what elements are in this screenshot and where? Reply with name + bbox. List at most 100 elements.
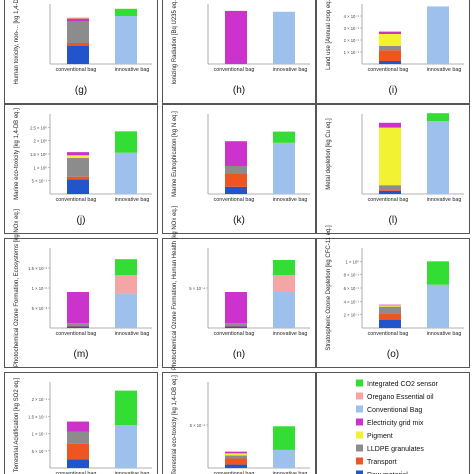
panel-letter: (i) bbox=[389, 85, 398, 96]
y-tick-label: 5 × 10⁻² bbox=[32, 449, 48, 454]
bar-segment-lldpe-granulates bbox=[379, 185, 401, 190]
legend-swatch bbox=[356, 405, 363, 413]
y-axis-label: Photochemical Ozone Formation, Human Hea… bbox=[172, 206, 178, 370]
legend-entry: Integrated CO2 sensor bbox=[367, 381, 438, 388]
legend-entry: Electricity grid mix bbox=[367, 420, 424, 427]
panel-frame bbox=[162, 0, 316, 104]
bar-segment-transport bbox=[379, 50, 401, 61]
category-label: innovative bag bbox=[427, 67, 462, 73]
panel-letter: (o) bbox=[387, 349, 399, 360]
bar-segment-conventional-bag bbox=[115, 16, 137, 64]
bar-segment-transport bbox=[67, 325, 89, 327]
bar-segment-raw-material bbox=[225, 326, 247, 328]
y-tick-label: 1.5 × 10⁻¹ bbox=[28, 414, 47, 419]
y-tick-label: 5 × 10⁻² bbox=[190, 423, 206, 428]
bar-segment-electricity-grid-mix bbox=[225, 292, 247, 324]
bar-segment-oregano-essential-oil bbox=[273, 275, 295, 292]
panel-frame bbox=[162, 104, 316, 234]
y-tick-label: 3 × 10⁻¹ bbox=[344, 26, 360, 31]
bar-segment-electricity-grid-mix bbox=[67, 18, 89, 22]
legend-entry: Raw material bbox=[367, 472, 408, 474]
panel-k: Marine Eutrophication [kg N eq.] conventi… bbox=[162, 104, 316, 234]
y-tick-label: 4 × 10⁻¹ bbox=[344, 299, 360, 304]
panel-p: 5 × 10⁻² 1 × 10⁻¹ 1.5 × 10⁻¹ 2 × 10⁻¹ Terres… bbox=[4, 372, 158, 474]
bar-segment-raw-material bbox=[67, 326, 89, 328]
y-tick-label: 8 × 10⁻¹ bbox=[344, 273, 360, 278]
category-label: conventional bag bbox=[214, 197, 255, 203]
bar-segment-conventional-bag bbox=[115, 293, 137, 328]
panel-n: 5 × 10⁻⁴ Photochemical Ozone Formation, H… bbox=[162, 206, 316, 370]
y-tick-label: 5 × 10⁻⁴ bbox=[189, 286, 205, 291]
y-axis-label: Photochemical Ozone Formation, Ecosystem… bbox=[14, 209, 20, 367]
category-label: conventional bag bbox=[214, 471, 255, 474]
bar-segment-electricity-grid-mix bbox=[379, 304, 401, 306]
legend-swatch bbox=[356, 379, 363, 387]
bar-segment-integrated-co2-sensor bbox=[115, 8, 137, 16]
panel-frame bbox=[4, 238, 158, 368]
legend-swatch bbox=[356, 457, 363, 465]
category-label: innovative bag bbox=[427, 197, 462, 203]
panel-q: 5 × 10⁻² Terrestrial eco-toxicity [kg 1,4… bbox=[162, 372, 316, 474]
panel-frame bbox=[162, 238, 316, 368]
bar-segment-lldpe-granulates bbox=[225, 323, 247, 326]
category-label: conventional bag bbox=[56, 67, 97, 73]
bar-segment-pigment bbox=[379, 127, 401, 186]
bar-segment-lldpe-granulates bbox=[225, 455, 247, 459]
bar-segment-conventional-bag bbox=[273, 11, 295, 65]
legend: Integrated CO2 sensor Oregano Essential o… bbox=[316, 372, 470, 474]
legend-frame bbox=[316, 372, 470, 474]
bar-segment-raw-material bbox=[225, 186, 247, 194]
bar-segment-transport bbox=[225, 174, 247, 187]
y-tick-label: 1.5 × 10⁻² bbox=[28, 266, 47, 271]
panel-frame bbox=[4, 104, 158, 234]
bar-segment-electricity-grid-mix bbox=[225, 451, 247, 454]
y-axis-label: Stratospheric Ozone Depletion [kg CFC-11… bbox=[326, 225, 332, 351]
y-tick-label: 5 × 10⁻³ bbox=[32, 306, 48, 311]
y-tick-label: 2 × 10⁰ bbox=[34, 139, 48, 144]
bar-segment-raw-material bbox=[225, 464, 247, 468]
bar-segment-integrated-co2-sensor bbox=[273, 426, 295, 450]
y-axis-label: Metal depletion [kg Cu eq.] bbox=[326, 118, 332, 190]
panel-letter: (n) bbox=[233, 349, 245, 360]
bar-segment-transport bbox=[67, 43, 89, 46]
category-label: conventional bag bbox=[368, 197, 409, 203]
bar-segment-raw-material bbox=[67, 179, 89, 194]
category-label: innovative bag bbox=[115, 197, 150, 203]
panel-h: Ionizing Radiation [Bq U235 eq. to air] c… bbox=[162, 0, 316, 104]
bar-segment-transport bbox=[379, 189, 401, 191]
y-axis-label: Terrestrial Acidification [kg SO2 eq.] bbox=[14, 377, 20, 472]
legend-entry: Transport bbox=[367, 459, 397, 466]
bar-segment-lldpe-granulates bbox=[67, 21, 89, 43]
y-axis-label: Marine Eutrophication [kg N eq.] bbox=[172, 111, 178, 197]
category-label: conventional bag bbox=[56, 471, 97, 474]
bar-segment-integrated-co2-sensor bbox=[115, 390, 137, 425]
panel-g: Human toxicity, non-... [kg 1,4-DB eq.] c… bbox=[4, 0, 158, 104]
bar-segment-transport bbox=[225, 458, 247, 465]
legend-entry: Pigment bbox=[367, 433, 393, 440]
bar-segment-raw-material bbox=[67, 46, 89, 64]
panel-frame bbox=[316, 104, 470, 234]
panel-letter: (l) bbox=[389, 215, 398, 226]
y-tick-label: 1 × 10⁰ bbox=[346, 259, 360, 264]
category-label: innovative bag bbox=[427, 331, 462, 337]
legend-entry: Oregano Essential oil bbox=[367, 394, 434, 401]
y-tick-label: 2 × 10⁻¹ bbox=[344, 38, 360, 43]
bar-segment-electricity-grid-mix bbox=[379, 31, 401, 34]
bar-segment-conventional-bag bbox=[115, 152, 137, 194]
bar-segment-transport bbox=[379, 313, 401, 320]
bar-segment-oregano-essential-oil bbox=[115, 275, 137, 294]
y-tick-label: 6 × 10⁻¹ bbox=[344, 286, 360, 291]
bar-segment-lldpe-granulates bbox=[67, 431, 89, 444]
bar-segment-integrated-co2-sensor bbox=[427, 113, 449, 122]
bar-segment-conventional-bag bbox=[115, 425, 137, 468]
bar-segment-electricity-grid-mix bbox=[67, 152, 89, 156]
y-axis-label: Human toxicity, non-... [kg 1,4-DB eq.] bbox=[14, 0, 20, 84]
bar-segment-raw-material bbox=[379, 320, 401, 328]
category-label: conventional bag bbox=[368, 67, 409, 73]
bar-segment-electricity-grid-mix bbox=[379, 122, 401, 128]
legend-entry: LLDPE granulates bbox=[367, 446, 424, 453]
bar-segment-conventional-bag bbox=[273, 142, 295, 194]
category-label: innovative bag bbox=[115, 67, 150, 73]
bar-segment-raw-material bbox=[379, 190, 401, 194]
